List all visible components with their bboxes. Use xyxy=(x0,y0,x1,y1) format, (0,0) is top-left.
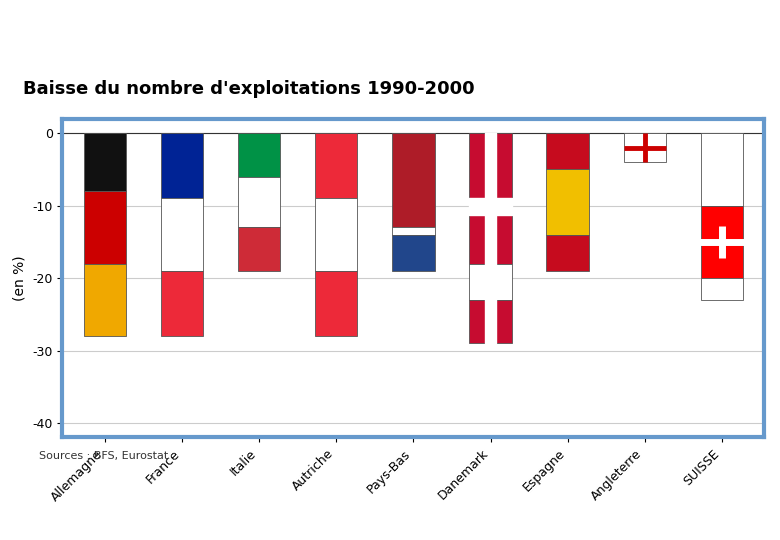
Bar xyxy=(238,227,280,271)
Bar xyxy=(470,264,512,300)
Bar xyxy=(161,198,203,271)
Text: Sources : BFS, Eurostat: Sources : BFS, Eurostat xyxy=(38,451,168,461)
Bar xyxy=(470,300,512,343)
Bar xyxy=(700,278,743,300)
Bar xyxy=(470,133,512,264)
Text: Baisse du nombre d'exploitations 1990-2000: Baisse du nombre d'exploitations 1990-20… xyxy=(23,79,475,98)
Bar xyxy=(392,227,434,235)
Bar xyxy=(547,133,589,170)
Bar xyxy=(83,264,126,336)
Bar xyxy=(83,133,126,191)
Bar xyxy=(700,206,743,278)
Text: Restructurations du secteur agricole: Restructurations du secteur agricole xyxy=(12,18,587,46)
Bar xyxy=(700,133,743,206)
Y-axis label: (en %): (en %) xyxy=(12,255,27,301)
Bar xyxy=(392,235,434,271)
Bar xyxy=(238,177,280,227)
Bar xyxy=(392,133,434,227)
Bar xyxy=(315,198,357,271)
Bar xyxy=(161,271,203,336)
Bar xyxy=(161,133,203,198)
Bar xyxy=(547,170,589,235)
Bar xyxy=(624,133,666,162)
Bar xyxy=(315,271,357,336)
Bar xyxy=(238,133,280,177)
Bar xyxy=(83,191,126,264)
Bar xyxy=(315,133,357,198)
Bar xyxy=(547,235,589,271)
